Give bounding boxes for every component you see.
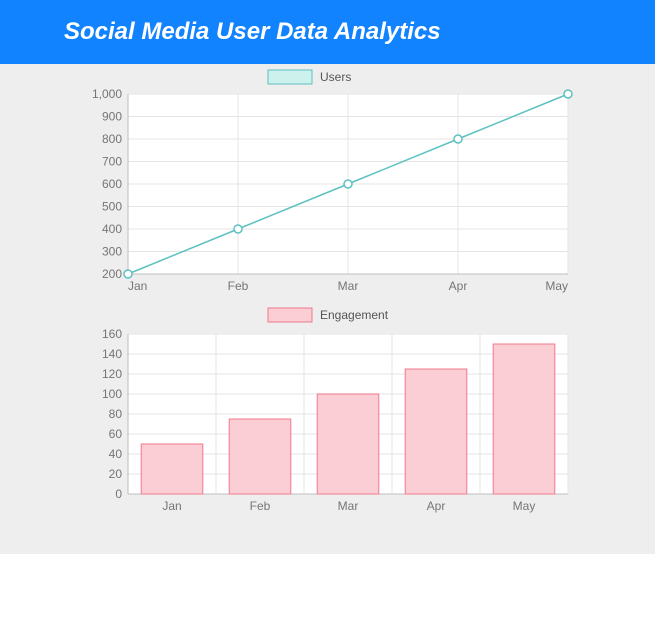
y-tick-label: 300 [101,245,121,259]
y-tick-label: 600 [101,177,121,191]
x-tick-label: Mar [337,499,358,513]
engagement-bar [405,369,467,494]
y-tick-label: 40 [108,447,122,461]
x-tick-label: Feb [249,499,270,513]
x-tick-label: Jan [162,499,181,513]
legend-label-engagement: Engagement [320,308,389,322]
engagement-bar [493,344,555,494]
users-marker [454,135,462,143]
panel-title: Social Media User Data Analytics [64,18,655,46]
users-marker [124,270,132,278]
y-tick-label: 100 [101,387,121,401]
y-tick-label: 120 [101,367,121,381]
engagement-bar [141,444,203,494]
x-tick-label: May [512,499,535,513]
y-tick-label: 500 [101,200,121,214]
y-tick-label: 140 [101,347,121,361]
legend-swatch-users [268,70,312,84]
engagement-bar-chart: Engagement 0 20 40 60 80 100 120 140 160 Jan Feb Mar… [68,304,588,524]
y-tick-label: 160 [101,327,121,341]
panel-header: Social Media User Data Analytics [0,0,655,64]
x-tick-label: Apr [448,279,467,293]
x-tick-label: Mar [337,279,358,293]
y-tick-label: 60 [108,427,122,441]
legend-label-users: Users [320,70,351,84]
legend-swatch-engagement [268,308,312,322]
y-tick-label: 400 [101,222,121,236]
users-marker [234,225,242,233]
analytics-panel: Social Media User Data Analytics Users 20… [0,0,655,554]
y-tick-label: 1,000 [91,87,121,101]
engagement-bar [317,394,379,494]
x-tick-label: Feb [227,279,248,293]
y-tick-label: 800 [101,132,121,146]
x-tick-label: Jan [128,279,147,293]
users-marker [344,180,352,188]
y-tick-label: 20 [108,467,122,481]
x-tick-label: Apr [426,499,445,513]
y-tick-label: 200 [101,267,121,281]
y-tick-label: 900 [101,110,121,124]
engagement-bar [229,419,291,494]
y-tick-label: 0 [115,487,122,501]
users-marker [564,90,572,98]
y-tick-label: 80 [108,407,122,421]
charts-container: Users2003004005006007008009001,000JanFeb… [68,64,588,524]
users-line-chart: Users 200 300 400 500 600 700 800 900 1,000 Jan Feb… [68,64,588,304]
y-tick-label: 700 [101,155,121,169]
x-tick-label: May [545,279,568,293]
